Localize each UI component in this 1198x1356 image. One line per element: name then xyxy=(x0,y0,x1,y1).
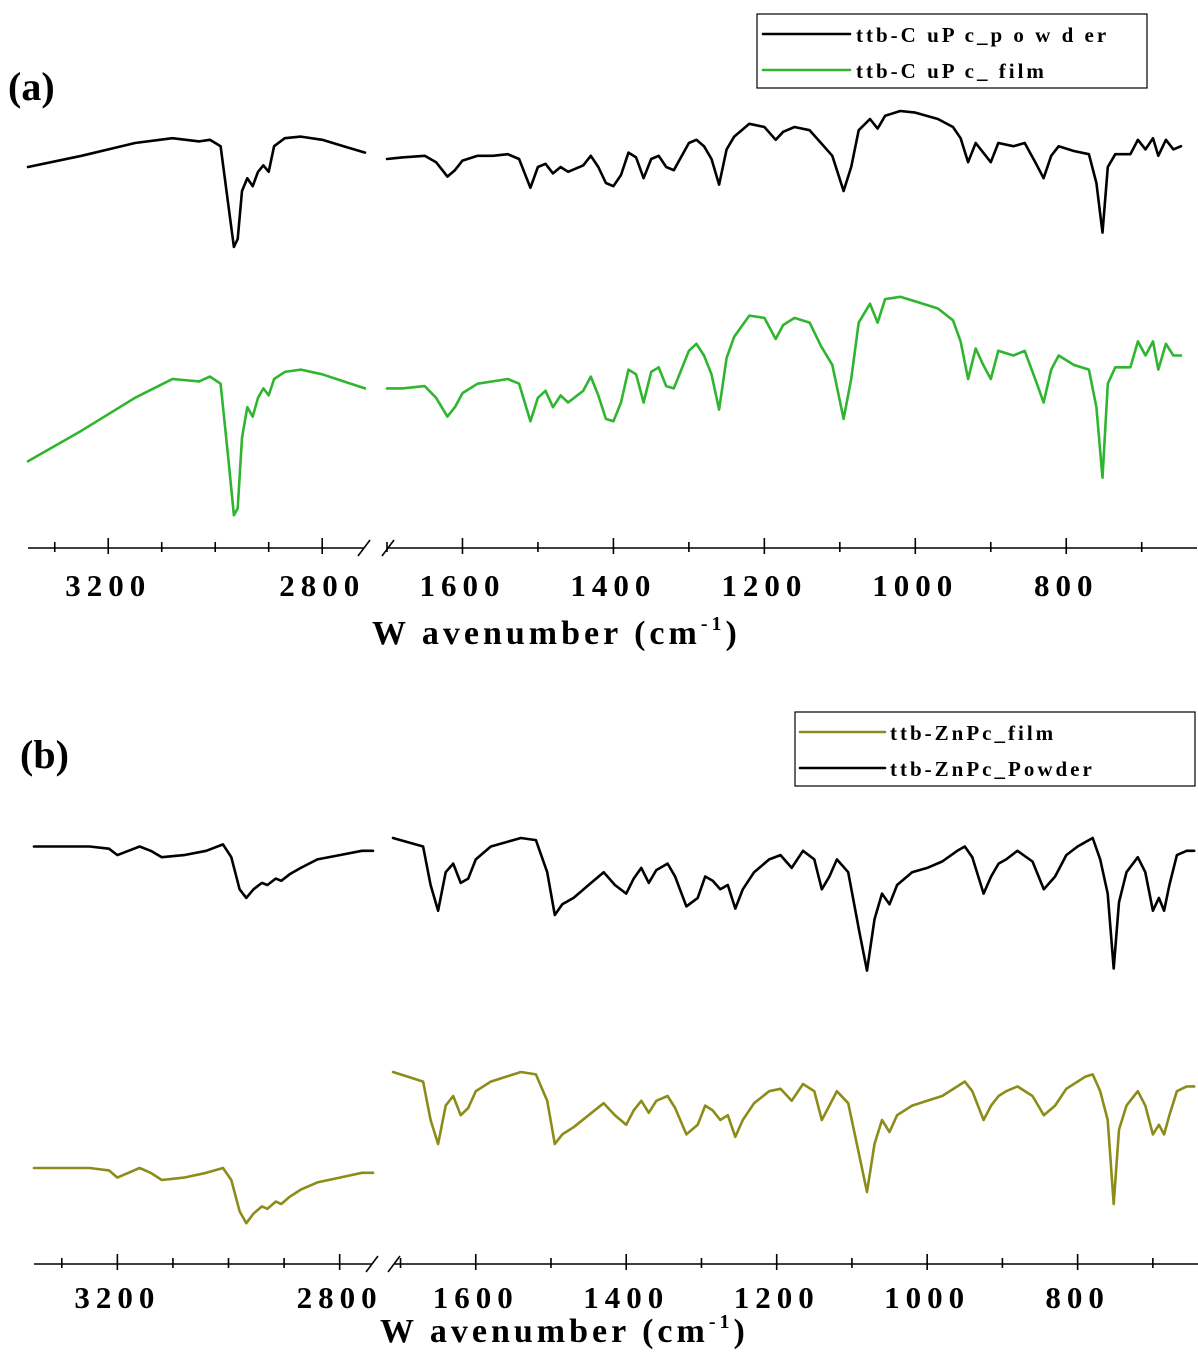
panel-b-legend-label-film: ttb-ZnPc_film xyxy=(890,721,1056,745)
panel-b-x-axis-title: W avenumber (cm-1) xyxy=(380,1311,749,1350)
panel-a-right-tick-label-1400: 1400 xyxy=(570,568,656,603)
panel-a-legend-box xyxy=(756,13,1148,89)
panel-a-legend-label-powder: ttb-C uP c_p o w d er xyxy=(856,23,1109,47)
panel-b-right-tick-label-1000: 1000 xyxy=(884,1280,970,1315)
panel-a-right-tick-label-1600: 1600 xyxy=(419,568,505,603)
panel-b-axis-break-mark-right xyxy=(387,1255,401,1273)
panel-a-left-tick-label-3200: 3200 xyxy=(65,568,151,603)
panel-a-series-1-right-line xyxy=(385,295,1183,479)
panel-b-series-0-left-line xyxy=(32,1166,375,1225)
panel-b-legend-box xyxy=(794,711,1196,787)
panel-a-label: (a) xyxy=(8,64,55,109)
panel-a: (a) 3200 2800 1600 1400 1200 1000 800 W avenum… xyxy=(8,13,1197,652)
panel-b-label: (b) xyxy=(20,732,69,777)
panel-a-series-0-left-line xyxy=(26,135,367,249)
panel-a-axis-break-mark-right xyxy=(381,539,395,557)
panel-b-plot-area xyxy=(32,836,1196,1225)
panel-b-right-tick-label-1600: 1600 xyxy=(433,1280,519,1315)
panel-b-axis-break-mark-left xyxy=(365,1255,379,1273)
panel-a-legend: ttb-C uP c_p o w d er ttb-C uP c_ film xyxy=(756,13,1148,89)
panel-a-right-tick-label-800: 800 xyxy=(1034,568,1099,603)
panel-b-x-axis: 3200 2800 1600 1400 1200 1000 800 xyxy=(34,1254,1198,1315)
panel-a-x-axis: 3200 2800 1600 1400 1200 1000 800 xyxy=(28,538,1197,603)
panel-b-right-tick-label-800: 800 xyxy=(1045,1280,1110,1315)
panel-b-left-tick-label-3200: 3200 xyxy=(74,1280,160,1315)
panel-b-series-1-right-line xyxy=(391,836,1196,972)
panel-b-left-tick-label-2800: 2800 xyxy=(297,1280,383,1315)
panel-a-legend-label-film: ttb-C uP c_ film xyxy=(856,59,1047,83)
panel-a-right-tick-label-1200: 1200 xyxy=(721,568,807,603)
panel-b-legend-label-powder: ttb-ZnPc_Powder xyxy=(890,757,1095,781)
panel-b-legend: ttb-ZnPc_film ttb-ZnPc_Powder xyxy=(794,711,1196,787)
panel-a-series-1-left-line xyxy=(26,368,367,517)
panel-b-series-0-right-line xyxy=(391,1070,1196,1206)
panel-a-axis-break-mark-left xyxy=(357,539,371,557)
panel-a-x-axis-title: W avenumber (cm-1) xyxy=(372,613,741,652)
panel-b: (b) 3200 2800 1600 1400 1200 1000 800 W avenum… xyxy=(20,711,1198,1350)
panel-b-right-tick-label-1200: 1200 xyxy=(734,1280,820,1315)
panel-a-plot-area xyxy=(26,109,1183,517)
panel-b-right-tick-label-1400: 1400 xyxy=(583,1280,669,1315)
panel-b-series-1-left-line xyxy=(32,843,375,900)
panel-a-left-tick-label-2800: 2800 xyxy=(279,568,365,603)
panel-a-right-tick-label-1000: 1000 xyxy=(872,568,958,603)
panel-a-series-0-right-line xyxy=(385,109,1183,234)
